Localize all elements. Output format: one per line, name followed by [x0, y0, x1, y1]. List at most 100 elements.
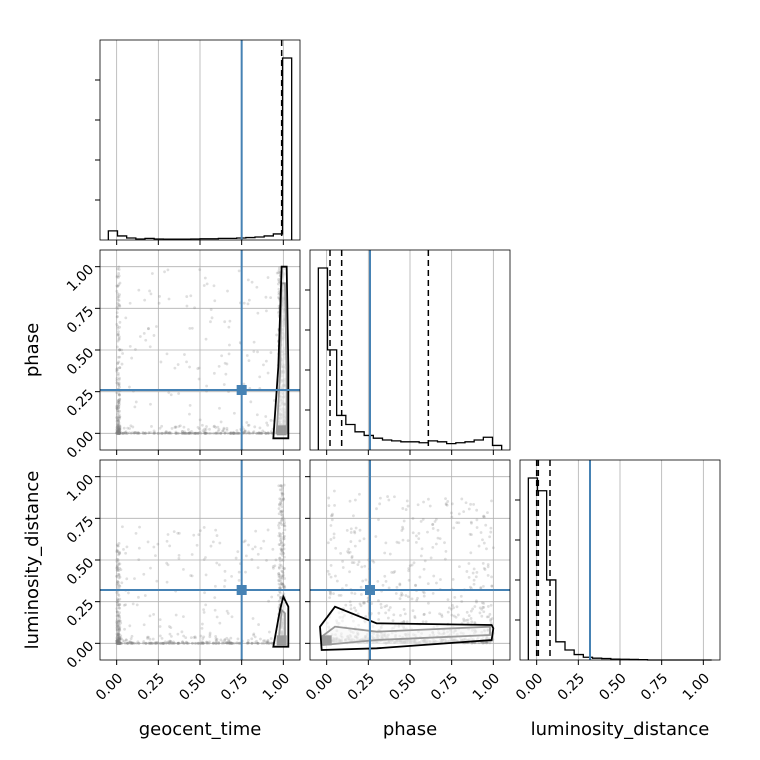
sample-point	[221, 429, 225, 433]
sample-point	[246, 641, 250, 645]
sample-point	[377, 518, 380, 522]
sample-point	[116, 430, 119, 433]
sample-point	[181, 640, 185, 644]
sample-point	[161, 641, 165, 645]
sample-point	[118, 281, 122, 285]
sample-point	[280, 517, 284, 520]
sample-point	[118, 426, 122, 430]
sample-point	[116, 641, 119, 644]
sample-point	[231, 431, 235, 435]
sample-point	[256, 641, 260, 645]
sample-point	[482, 541, 486, 545]
sample-point	[117, 431, 121, 435]
sample-point	[267, 641, 271, 645]
sample-point	[279, 586, 283, 590]
sample-point	[135, 431, 139, 435]
sample-point	[116, 601, 120, 604]
sample-point	[190, 326, 194, 330]
sample-point	[198, 529, 202, 533]
y-tick-label: 0.25	[64, 597, 97, 630]
sample-point	[488, 535, 492, 539]
sample-point	[117, 337, 121, 340]
sample-point	[232, 430, 235, 434]
sample-point	[117, 430, 121, 433]
sample-point	[443, 557, 447, 561]
sample-point	[166, 268, 170, 272]
sample-point	[377, 618, 381, 621]
sample-point	[466, 618, 470, 622]
sample-point	[335, 579, 339, 583]
sample-point	[227, 638, 231, 642]
sample-point	[118, 385, 121, 389]
sample-point	[212, 641, 215, 645]
sample-point	[225, 609, 229, 613]
sample-point	[209, 308, 213, 311]
sample-point	[226, 641, 230, 645]
sample-point	[154, 641, 158, 645]
sample-point	[118, 428, 122, 432]
sample-point	[177, 431, 181, 435]
sample-point	[205, 431, 209, 435]
sample-point	[177, 554, 181, 557]
sample-point	[120, 431, 124, 435]
sample-point	[472, 578, 476, 582]
sample-point	[422, 612, 426, 616]
sample-point	[151, 431, 155, 435]
sample-point	[280, 488, 284, 492]
sample-point	[440, 615, 444, 618]
sample-point	[116, 631, 120, 635]
sample-point	[237, 431, 241, 435]
sample-point	[163, 431, 166, 435]
sample-point	[116, 418, 119, 422]
sample-point	[116, 640, 120, 644]
sample-point	[198, 268, 202, 272]
sample-point	[253, 425, 257, 429]
sample-point	[115, 550, 119, 554]
sample-point	[116, 267, 119, 271]
sample-point	[213, 584, 217, 588]
sample-point	[196, 431, 200, 435]
sample-point	[118, 415, 122, 419]
y-tick-label: 0.75	[64, 303, 97, 336]
sample-point	[117, 415, 120, 419]
sample-point	[189, 574, 193, 577]
sample-point	[484, 523, 488, 527]
sample-point	[115, 366, 119, 370]
sample-point	[115, 422, 119, 426]
sample-point	[204, 427, 208, 431]
sample-point	[115, 639, 119, 643]
sample-point	[277, 292, 281, 296]
sample-point	[118, 584, 122, 588]
sample-point	[472, 582, 476, 586]
sample-point	[475, 570, 479, 574]
x-tick-label: 0.00	[513, 670, 546, 703]
sample-point	[282, 497, 286, 501]
sample-point	[331, 512, 334, 516]
sample-point	[266, 276, 270, 279]
sample-point	[391, 619, 395, 623]
sample-point	[115, 574, 119, 578]
sample-point	[276, 282, 280, 286]
sample-point	[130, 641, 134, 645]
sample-point	[489, 526, 493, 530]
sample-point	[467, 614, 471, 618]
sample-point	[115, 632, 119, 636]
sample-point	[214, 641, 218, 645]
sample-point	[172, 641, 176, 645]
sample-point	[199, 634, 203, 638]
sample-point	[207, 641, 211, 645]
sample-point	[166, 641, 170, 645]
sample-point	[116, 400, 120, 404]
sample-point	[265, 641, 268, 645]
sample-point	[279, 539, 283, 543]
sample-point	[283, 586, 287, 589]
sample-point	[201, 637, 205, 640]
sample-point	[117, 635, 121, 639]
sample-point	[422, 500, 425, 504]
sample-point	[210, 316, 214, 320]
sample-point	[431, 545, 435, 549]
sample-point	[339, 593, 343, 597]
sample-point	[116, 430, 120, 434]
sample-point	[237, 641, 241, 645]
sample-point	[419, 554, 423, 558]
